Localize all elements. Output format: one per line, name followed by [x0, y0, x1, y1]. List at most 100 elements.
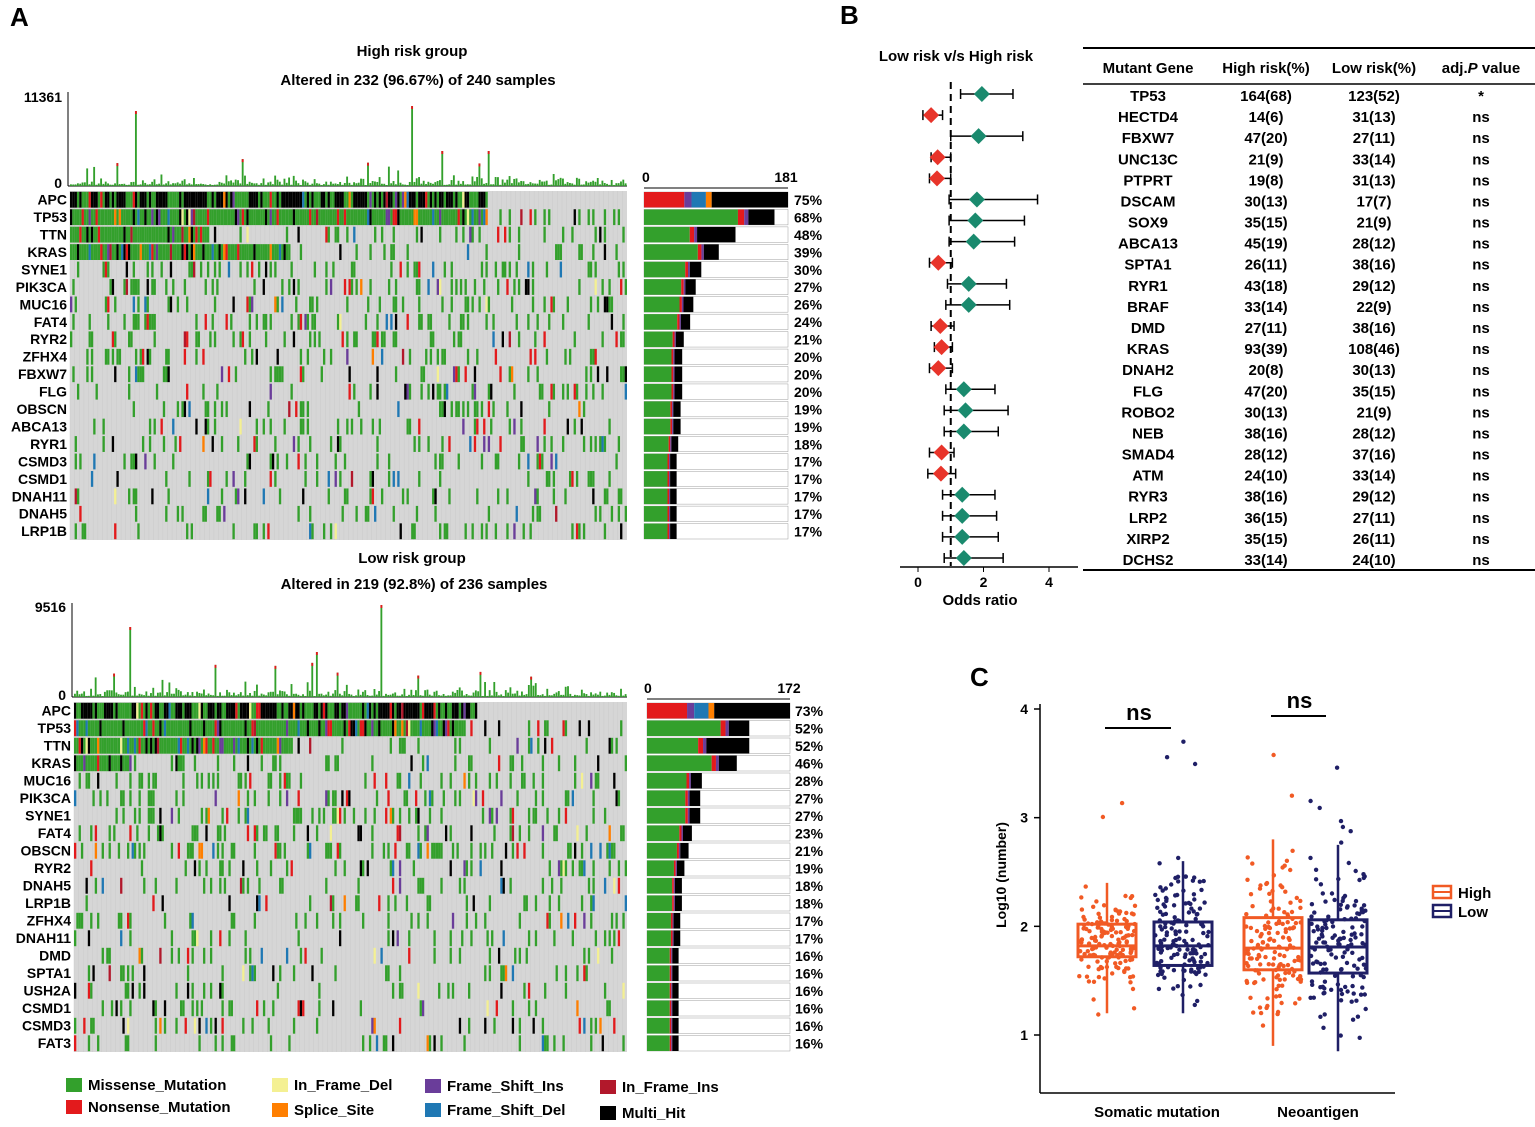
mutation-cell	[560, 912, 563, 929]
mutation-cell	[493, 825, 496, 842]
mutation-cell	[182, 1000, 185, 1017]
box-point	[1293, 1001, 1298, 1006]
mutation-cell	[380, 209, 384, 226]
box-point	[1191, 947, 1196, 952]
mutation-cell	[491, 842, 494, 859]
mutation-cell	[90, 471, 94, 487]
mutation-cell	[444, 825, 448, 842]
mutation-cell	[557, 755, 561, 772]
mutation-cell	[160, 261, 163, 278]
mutation-cell	[428, 702, 432, 719]
mutation-cell	[427, 436, 430, 452]
mutation-cell	[592, 860, 595, 877]
tmb-bar	[272, 691, 274, 697]
mutation-cell	[518, 947, 521, 964]
mutation-cell	[531, 296, 535, 313]
mutation-cell	[138, 790, 141, 807]
tmb-bar	[111, 184, 114, 186]
mutation-cell	[449, 860, 452, 877]
tmb-bar	[166, 692, 169, 697]
tmb-bar	[285, 694, 288, 697]
mutation-cell	[511, 965, 515, 982]
mutation-cell	[336, 436, 340, 452]
tmb-bar	[488, 690, 491, 697]
gene-percent: 39%	[794, 244, 823, 260]
mutation-cell	[371, 209, 375, 226]
mutation-cell	[412, 720, 416, 737]
tmb-bar	[530, 676, 533, 697]
box-point	[1118, 930, 1123, 935]
mutation-cell	[362, 720, 365, 737]
mutation-cell	[382, 720, 386, 737]
gene-percent: 52%	[795, 738, 824, 754]
tmb-bar	[242, 695, 245, 697]
mutation-cell	[214, 1017, 217, 1034]
box-point	[1192, 761, 1198, 767]
mutation-cell	[397, 191, 400, 208]
table-cell: 30(13)	[1244, 194, 1287, 211]
table-cell: 24(10)	[1244, 468, 1287, 485]
mutation-cell	[103, 755, 107, 772]
mutation-cell	[288, 209, 291, 226]
box-point	[1086, 964, 1091, 969]
legend-swatch	[600, 1106, 616, 1120]
table-cell: 47(20)	[1244, 130, 1287, 147]
box-point	[1118, 960, 1123, 966]
mutation-cell	[283, 191, 286, 208]
box-point	[1280, 921, 1285, 927]
mutation-cell	[107, 313, 110, 330]
mutation-cell	[557, 807, 561, 824]
box-point	[1128, 980, 1133, 985]
box-point	[1158, 924, 1163, 929]
mutation-cell	[110, 755, 114, 772]
mutation-cell	[339, 209, 342, 226]
mutation-cell	[517, 279, 521, 295]
table-cell: 38(16)	[1352, 320, 1395, 337]
mutation-cell	[274, 737, 277, 754]
mutation-cell	[343, 191, 347, 208]
mutation-cell	[239, 331, 242, 348]
box-point	[1321, 1025, 1326, 1031]
mutation-cell	[90, 720, 93, 737]
tmb-bar	[74, 693, 76, 697]
mutation-cell	[257, 244, 261, 260]
mutation-cell	[329, 191, 333, 208]
mutation-cell	[439, 279, 442, 295]
mutation-cell	[480, 261, 484, 278]
box-point	[1249, 938, 1254, 944]
mutation-cell	[176, 244, 180, 260]
tmb-bar	[76, 690, 79, 697]
tmb-bar	[543, 181, 546, 186]
mutation-cell	[615, 790, 618, 807]
box-point	[1192, 1002, 1198, 1008]
mutation-cell	[454, 737, 457, 754]
side-bar-segment	[685, 279, 696, 295]
gene-percent: 20%	[794, 349, 823, 365]
mutation-cell	[585, 825, 588, 842]
tmb-bar	[281, 691, 284, 697]
mutation-cell	[120, 965, 123, 982]
mutation-cell	[129, 720, 132, 737]
mutation-cell	[74, 191, 77, 208]
mutation-cell	[297, 279, 300, 295]
table-cell: 31(13)	[1352, 109, 1395, 126]
mutation-cell	[85, 877, 88, 894]
mutation-cell	[292, 209, 296, 226]
mutation-cell	[158, 191, 161, 208]
mutation-cell	[316, 209, 319, 226]
mutation-cell	[491, 930, 494, 947]
mutation-cell	[398, 877, 402, 894]
mutation-cell	[462, 313, 465, 330]
mutation-cell	[251, 348, 254, 365]
mutation-cell	[426, 895, 429, 912]
side-bar-segment	[673, 878, 675, 894]
mutation-cell	[332, 191, 335, 208]
tmb-bar	[338, 693, 341, 697]
box-point	[1350, 1017, 1356, 1022]
mutation-cell	[466, 191, 470, 208]
side-bar-segment	[676, 860, 685, 876]
mutation-cell	[527, 930, 531, 947]
mutation-cell	[421, 720, 425, 737]
mutation-cell	[606, 1000, 609, 1017]
mutation-cell	[334, 790, 337, 807]
